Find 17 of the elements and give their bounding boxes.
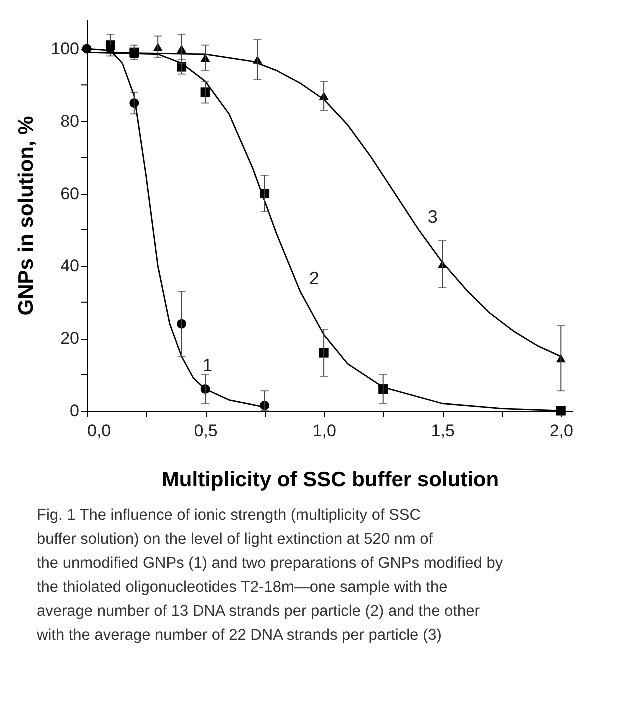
y-tick-label: 40 xyxy=(60,256,80,276)
x-tick-label: 1,5 xyxy=(431,422,455,440)
caption: Fig. 1 The influence of ionic strength (multiplicity of SSC buffer solution) on the level of light extinction at 520 nm of the unmodified GNPs (1) and two preparations of GNPs modified by the thiolated oligonucleotides T2-18m—one sample with the average number of 13 DNA strands per particle (2) and the other with the average number of 22 DNA strands per particle (3) xyxy=(36,507,504,644)
y-tick-label: 80 xyxy=(60,112,80,131)
x-axis-title: Multiplicity of SSC buffer solution xyxy=(162,468,500,492)
annotation: 2 xyxy=(309,268,320,289)
annotation: 1 xyxy=(202,355,213,376)
x-tick-label: 0,5 xyxy=(194,422,218,440)
y-tick-label: 20 xyxy=(60,329,80,348)
annotation: 3 xyxy=(428,206,438,227)
y-tick-label: 0 xyxy=(70,402,80,420)
x-tick-label: 1,0 xyxy=(312,422,336,440)
y-tick-label: 100 xyxy=(51,39,80,58)
x-tick-label: 0,0 xyxy=(88,422,112,440)
y-axis-title: GNPs in solution, % xyxy=(15,116,38,316)
y-tick-label: 60 xyxy=(60,184,80,204)
x-tick-label: 2,0 xyxy=(550,422,574,440)
